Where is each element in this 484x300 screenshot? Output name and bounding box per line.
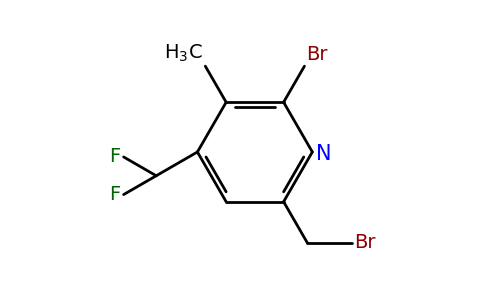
Text: N: N: [317, 144, 332, 164]
Text: Br: Br: [354, 233, 376, 252]
Text: F: F: [109, 185, 121, 204]
Text: F: F: [109, 147, 121, 167]
Text: Br: Br: [306, 45, 328, 64]
Text: H$_3$C: H$_3$C: [164, 43, 202, 64]
